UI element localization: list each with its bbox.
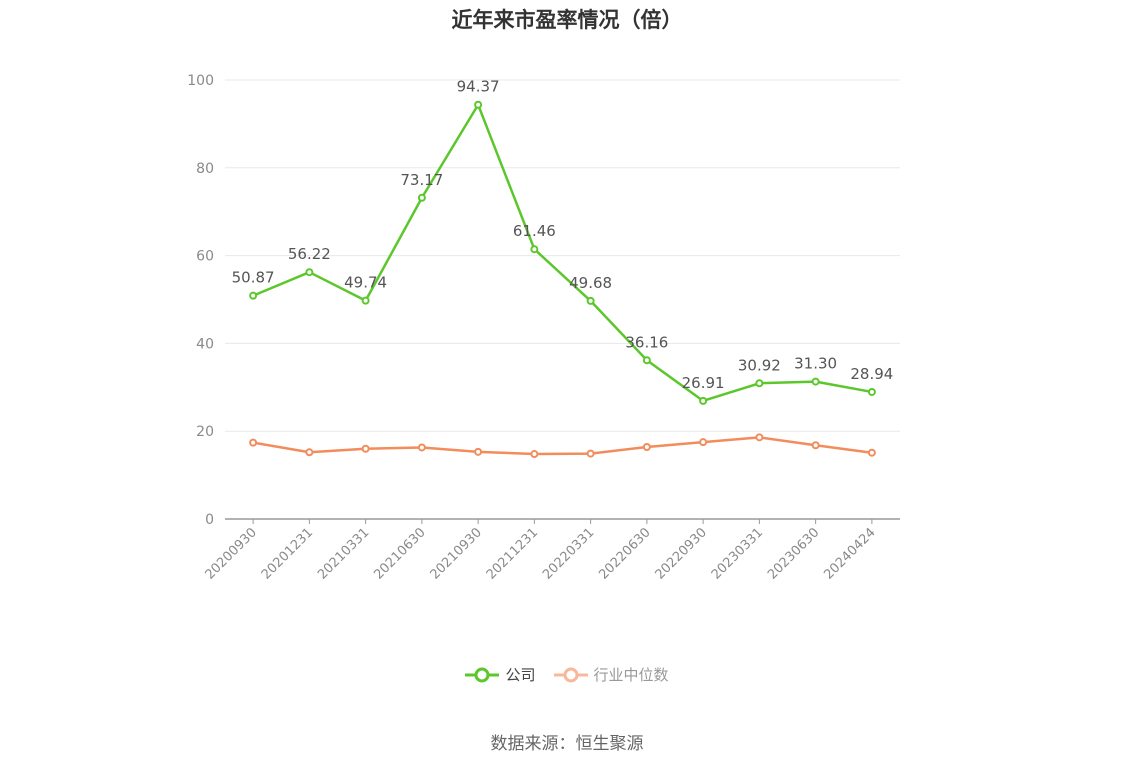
y-tick-label: 20 <box>196 424 214 440</box>
company-data-label: 49.68 <box>569 274 612 292</box>
industry-data-point[interactable] <box>586 449 595 458</box>
company-data-label: 28.94 <box>850 365 893 383</box>
x-tick-label: 20200930 <box>203 525 260 582</box>
company-data-label: 73.17 <box>400 171 443 189</box>
x-tick-label: 20220331 <box>540 525 597 582</box>
company-data-point[interactable] <box>642 356 651 365</box>
company-data-label: 30.92 <box>738 356 781 374</box>
x-tick-label: 20210930 <box>428 525 485 582</box>
company-data-point[interactable] <box>305 268 314 277</box>
company-data-label: 61.46 <box>513 222 556 240</box>
chart-title: 近年来市盈率情况（倍） <box>451 8 683 32</box>
company-data-point[interactable] <box>811 377 820 386</box>
y-tick-label: 80 <box>196 161 214 177</box>
legend-item-company[interactable]: 公司 <box>465 664 536 685</box>
x-tick-label: 20230630 <box>765 525 822 582</box>
company-data-point[interactable] <box>530 245 539 254</box>
company-data-label: 50.87 <box>232 269 275 287</box>
company-data-point[interactable] <box>474 100 483 109</box>
legend-label-industry: 行业中位数 <box>593 666 669 684</box>
company-data-point[interactable] <box>586 296 595 305</box>
x-tick-label: 20201231 <box>259 525 316 582</box>
industry-data-point[interactable] <box>361 444 370 453</box>
x-tick-label: 20220930 <box>653 525 710 582</box>
data-source: 数据来源：恒生聚源 <box>490 734 644 754</box>
industry-data-point[interactable] <box>305 448 314 457</box>
industry-series-line <box>252 436 873 456</box>
y-tick-label: 100 <box>187 73 214 89</box>
industry-data-point[interactable] <box>417 443 426 452</box>
company-data-label: 94.37 <box>457 78 500 96</box>
legend-company-marker-icon <box>465 667 500 682</box>
company-data-label: 26.91 <box>682 374 725 392</box>
x-axis: 2020093020201231202103312021063020210930… <box>203 518 900 583</box>
industry-data-point[interactable] <box>642 443 651 452</box>
company-series-line <box>252 103 873 403</box>
y-axis: 0 20 40 60 80 100 <box>187 73 214 528</box>
company-data-point[interactable] <box>867 387 876 396</box>
industry-data-point[interactable] <box>699 438 708 447</box>
legend-label-company: 公司 <box>505 666 536 684</box>
y-tick-label: 60 <box>196 249 214 265</box>
legend-industry-marker-icon <box>553 667 588 682</box>
company-data-point[interactable] <box>699 396 708 405</box>
x-tick-label: 20211231 <box>484 525 541 582</box>
company-data-label: 31.30 <box>794 355 837 373</box>
series-layer <box>249 100 876 459</box>
company-data-label: 56.22 <box>288 245 331 263</box>
industry-data-point[interactable] <box>249 438 258 447</box>
legend-item-industry[interactable]: 行业中位数 <box>553 664 669 685</box>
y-tick-label: 40 <box>196 336 214 352</box>
x-tick-label: 20220630 <box>596 525 653 582</box>
company-data-label: 49.74 <box>344 274 387 292</box>
x-tick-label: 20210630 <box>371 525 428 582</box>
company-data-point[interactable] <box>417 193 426 202</box>
industry-data-point[interactable] <box>474 447 483 456</box>
industry-data-point[interactable] <box>755 433 764 442</box>
data-labels: 50.87 56.22 49.74 73.17 94.37 61.46 49.68 36.16… <box>232 78 894 392</box>
company-data-label: 36.16 <box>625 333 668 351</box>
company-data-point[interactable] <box>249 291 258 300</box>
industry-data-point[interactable] <box>530 450 539 459</box>
y-tick-label: 0 <box>205 512 214 528</box>
industry-data-point[interactable] <box>811 441 820 450</box>
grid-lines <box>225 79 900 432</box>
industry-data-point[interactable] <box>867 448 876 457</box>
x-tick-label: 20230331 <box>709 525 766 582</box>
x-tick-label: 20240424 <box>821 525 878 582</box>
company-data-point[interactable] <box>361 296 370 305</box>
legend: 公司 行业中位数 <box>0 664 1134 685</box>
company-data-point[interactable] <box>755 379 764 388</box>
x-tick-label: 20210331 <box>315 525 372 582</box>
